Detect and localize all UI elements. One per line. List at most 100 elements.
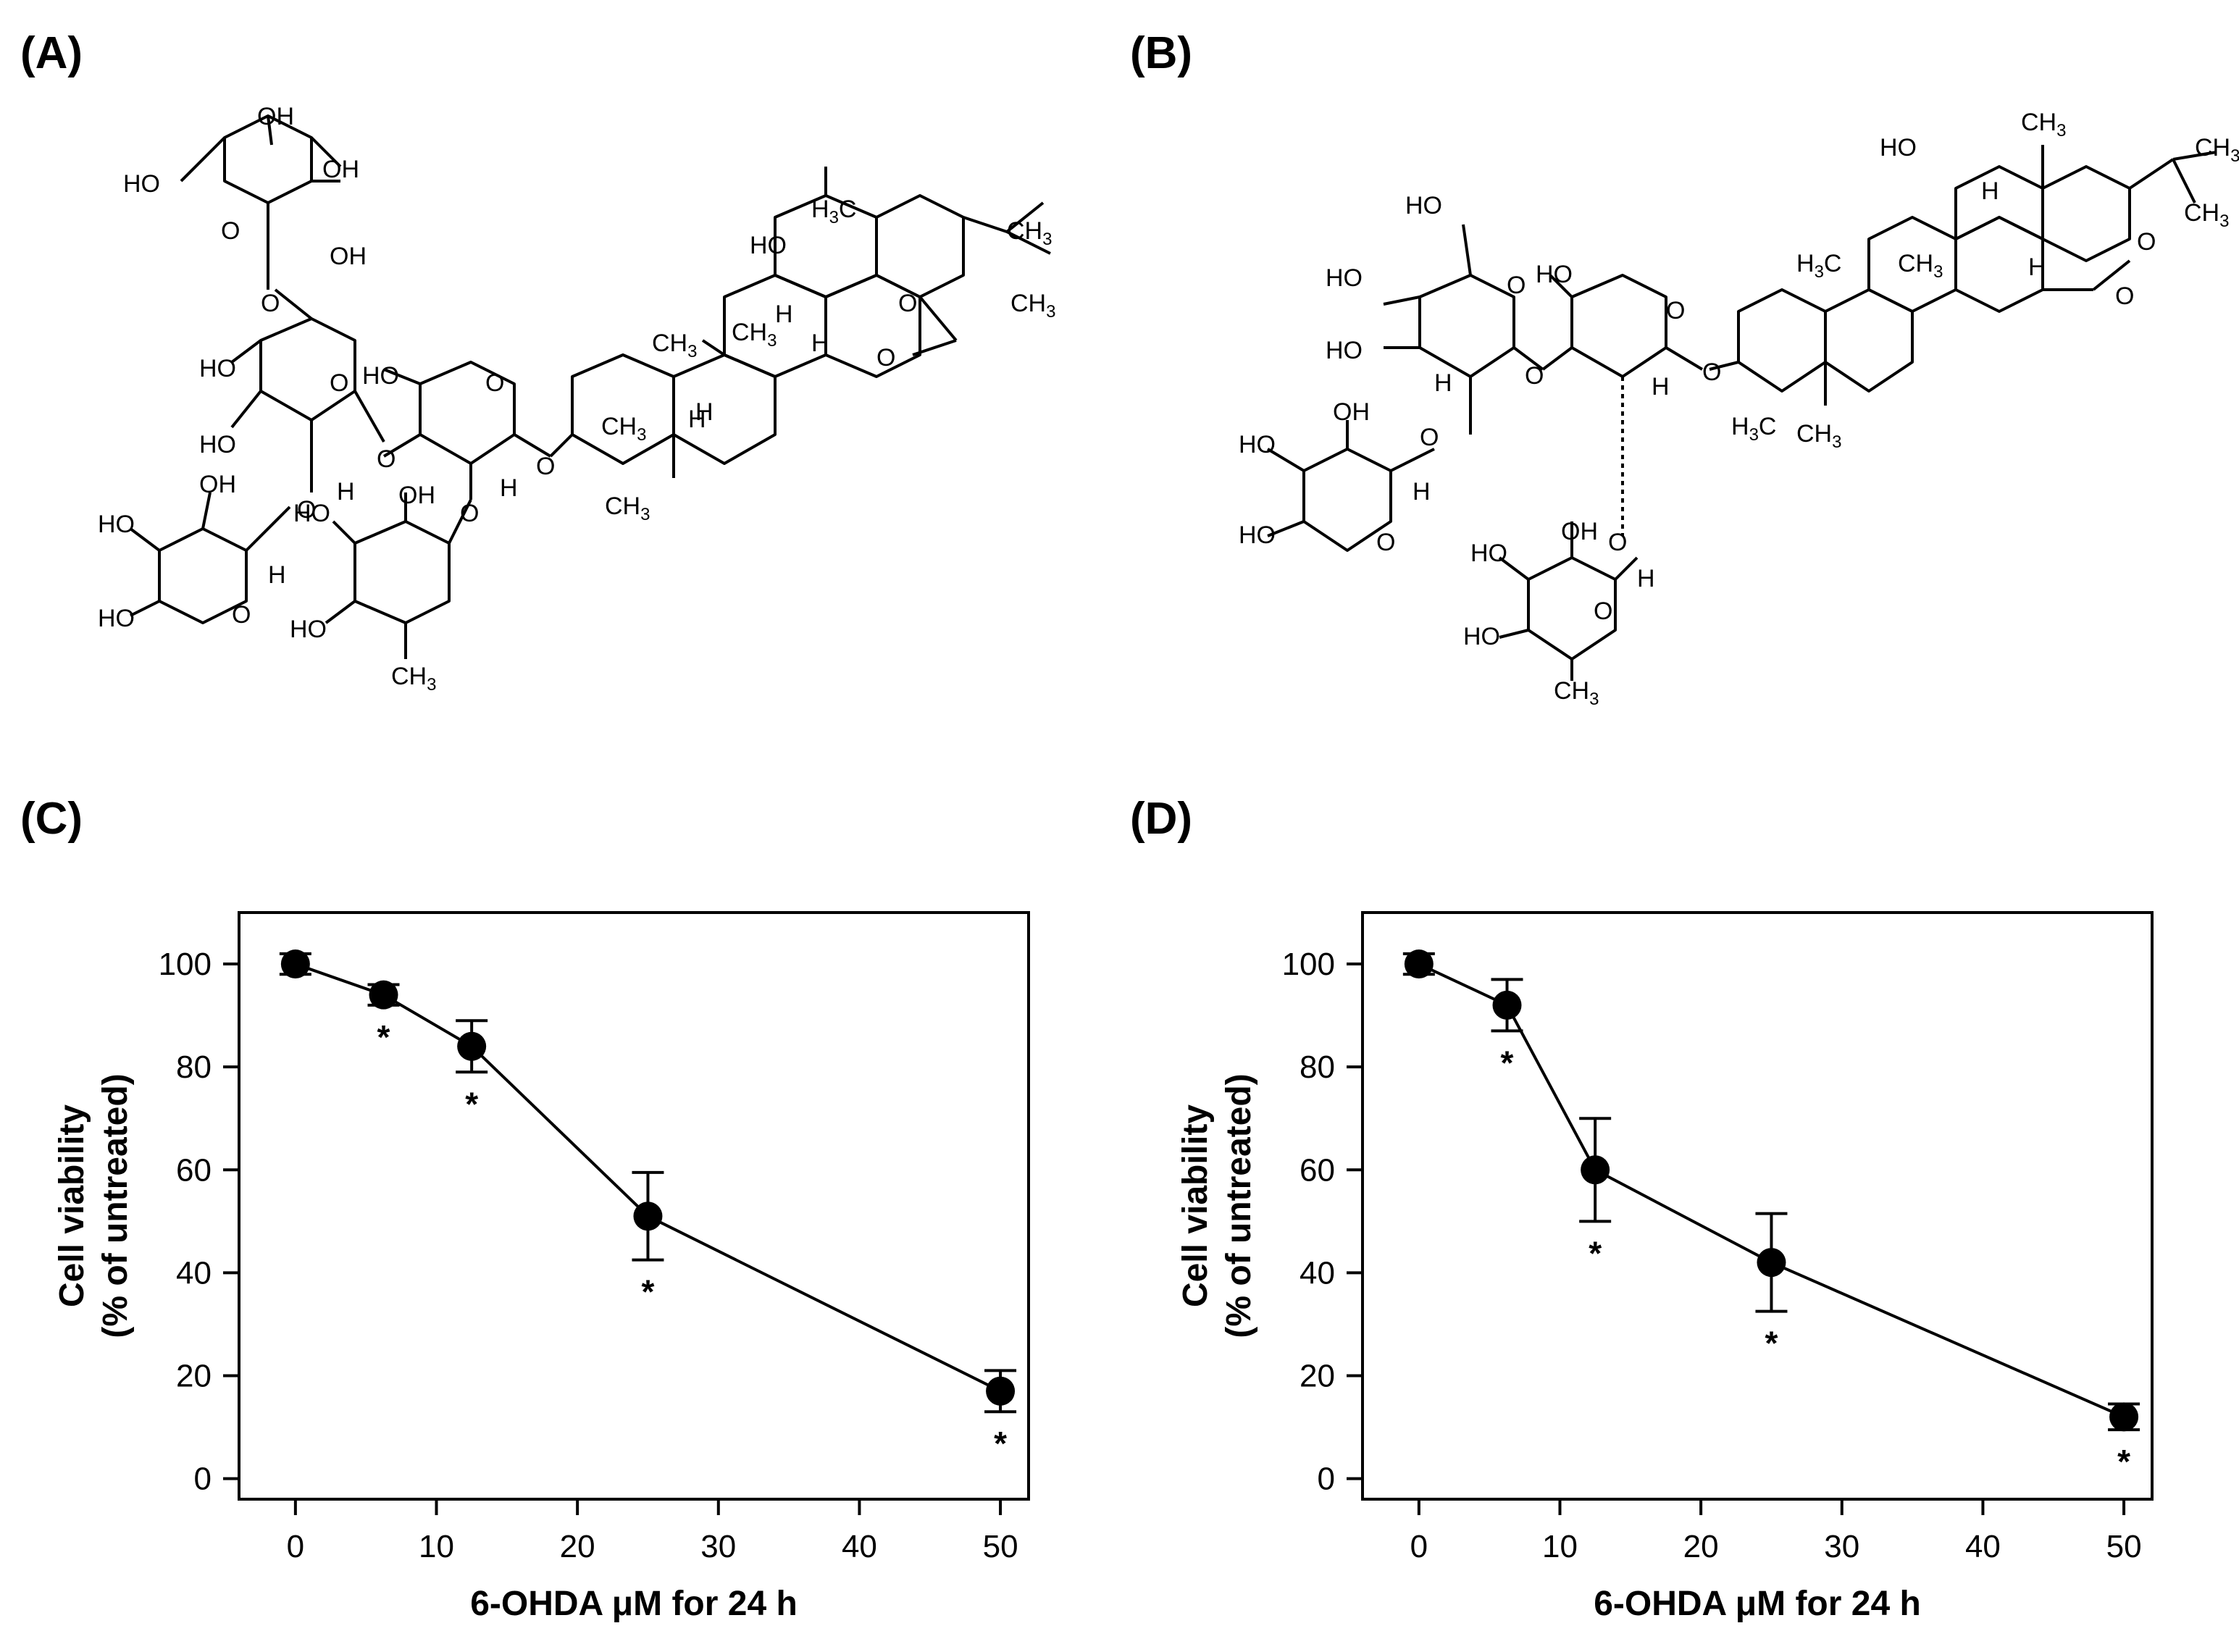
x-tick-label: 20 [1683, 1529, 1719, 1564]
y-tick-label: 100 [159, 947, 212, 982]
svg-text:CH3: CH3 [601, 413, 646, 445]
svg-text:CH3: CH3 [1554, 677, 1599, 709]
svg-text:CH3: CH3 [1898, 250, 1943, 282]
svg-text:H: H [1652, 373, 1670, 401]
svg-text:CH3: CH3 [2184, 199, 2229, 231]
y-axis-title-line2: (% of untreated) [96, 1073, 135, 1338]
svg-text:HO: HO [1405, 192, 1442, 219]
svg-text:HO: HO [750, 232, 787, 259]
svg-text:HO: HO [1239, 521, 1276, 549]
data-point [633, 1202, 663, 1231]
data-point [457, 1031, 487, 1061]
chemical-structure-b: HO CH3 CH3 CH3 H O O H H3C CH3 O HO HO O… [1239, 109, 2239, 709]
x-tick-label: 0 [1410, 1529, 1428, 1564]
chart-d: 0 20 40 60 80 100 0 10 20 30 40 50 * * * * Cell viabi… [1176, 911, 2154, 1623]
svg-text:H3C: H3C [1731, 413, 1776, 445]
svg-text:HO: HO [1463, 623, 1500, 650]
svg-text:H: H [688, 406, 706, 433]
significance-marker: * [1501, 1044, 1514, 1081]
y-tick-label: 80 [176, 1049, 212, 1085]
data-point [986, 1376, 1016, 1406]
svg-text:O: O [1507, 272, 1526, 299]
svg-text:H: H [1981, 177, 1999, 205]
svg-text:O: O [297, 496, 316, 524]
y-tick-label: 60 [176, 1152, 212, 1188]
svg-text:CH3: CH3 [391, 663, 436, 695]
x-tick-label: 40 [1965, 1529, 2001, 1564]
svg-text:HO: HO [362, 362, 399, 390]
svg-text:O: O [1594, 598, 1612, 625]
svg-text:HO: HO [1326, 337, 1363, 364]
svg-text:OH: OH [1333, 398, 1370, 426]
x-axis-title: 6-OHDA μM for 24 h [470, 1585, 798, 1623]
significance-marker: * [642, 1273, 655, 1311]
svg-text:O: O [460, 500, 479, 527]
svg-text:HO: HO [1880, 134, 1917, 162]
svg-text:O: O [2137, 228, 2156, 256]
svg-text:O: O [1666, 297, 1685, 324]
y-axis-title-line2: (% of untreated) [1220, 1073, 1258, 1338]
svg-text:HO: HO [199, 431, 236, 458]
data-point [1404, 949, 1434, 979]
svg-text:H: H [2028, 253, 2046, 281]
svg-text:CH3: CH3 [1796, 420, 1841, 452]
svg-text:O: O [1608, 529, 1627, 556]
svg-text:O: O [261, 290, 280, 317]
x-tick-label: 30 [700, 1529, 736, 1564]
svg-text:OH: OH [199, 471, 236, 498]
svg-text:H: H [695, 398, 713, 426]
y-tick-label: 0 [1318, 1462, 1335, 1497]
svg-text:CH3: CH3 [605, 492, 650, 524]
svg-text:CH3: CH3 [732, 319, 777, 351]
data-point [280, 949, 310, 979]
svg-text:OH: OH [257, 103, 294, 130]
svg-text:CH3: CH3 [1010, 290, 1055, 322]
svg-text:OH: OH [322, 156, 359, 183]
svg-text:O: O [232, 601, 251, 629]
significance-marker: * [2117, 1443, 2130, 1480]
y-tick-label: 0 [194, 1462, 212, 1497]
svg-text:HO: HO [1326, 264, 1363, 292]
svg-text:OH: OH [398, 482, 435, 509]
data-point [2109, 1402, 2139, 1432]
svg-text:H3C: H3C [811, 196, 856, 227]
svg-text:HO: HO [1470, 540, 1507, 567]
svg-text:HO: HO [98, 605, 135, 632]
significance-marker: * [994, 1425, 1007, 1462]
significance-marker: * [1589, 1234, 1602, 1272]
svg-text:O: O [1376, 529, 1395, 556]
x-tick-label: 50 [2106, 1529, 2142, 1564]
x-tick-label: 30 [1824, 1529, 1859, 1564]
significance-marker: * [1765, 1325, 1778, 1362]
svg-text:HO: HO [98, 511, 135, 538]
svg-text:H3C: H3C [1796, 250, 1841, 282]
svg-text:H: H [500, 474, 518, 502]
svg-text:CH3: CH3 [2195, 134, 2239, 166]
svg-text:HO: HO [1536, 261, 1573, 288]
svg-text:H: H [1637, 565, 1655, 592]
svg-text:HO: HO [290, 616, 327, 643]
svg-text:O: O [536, 453, 555, 480]
panel-label-b: (B) [1130, 28, 1193, 78]
x-tick-label: 20 [560, 1529, 595, 1564]
panel-label-a: (A) [20, 28, 83, 78]
plot-frame [238, 911, 1030, 1501]
svg-text:HO: HO [1239, 431, 1276, 458]
svg-text:H: H [337, 478, 355, 506]
y-tick-label: 20 [1300, 1358, 1335, 1393]
x-tick-label: 10 [419, 1529, 454, 1564]
y-tick-label: 60 [1300, 1152, 1335, 1188]
svg-text:H: H [811, 330, 829, 357]
data-point [1492, 990, 1522, 1020]
svg-text:O: O [330, 369, 348, 397]
svg-text:HO: HO [123, 170, 160, 198]
svg-text:O: O [1702, 359, 1721, 386]
svg-text:O: O [221, 217, 240, 245]
y-axis-title-line1: Cell viability [1176, 1104, 1215, 1307]
data-point [1757, 1248, 1786, 1278]
y-tick-label: 40 [1300, 1255, 1335, 1291]
svg-text:O: O [898, 290, 917, 317]
svg-text:CH3: CH3 [2021, 109, 2066, 141]
svg-text:CH3: CH3 [1007, 217, 1052, 249]
x-tick-label: 10 [1542, 1529, 1578, 1564]
